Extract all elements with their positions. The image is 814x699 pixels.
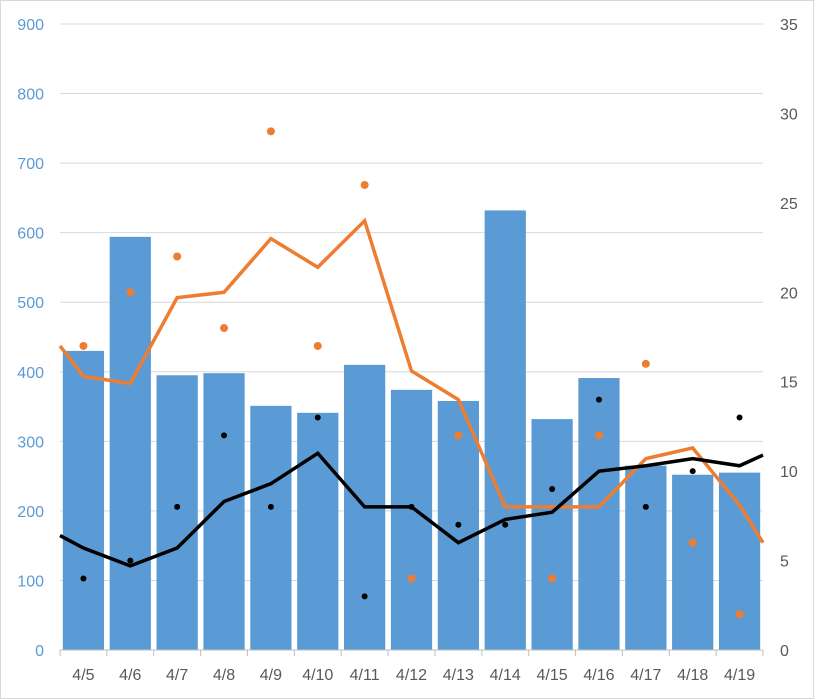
x-tick-label: 4/8 bbox=[213, 667, 235, 684]
data-point bbox=[407, 574, 416, 583]
x-tick-label: 4/13 bbox=[443, 667, 474, 684]
x-tick-label: 4/17 bbox=[630, 667, 661, 684]
y-left-tick-label: 400 bbox=[17, 365, 44, 382]
data-point bbox=[173, 252, 182, 261]
data-point bbox=[548, 574, 557, 583]
y-right-tick-label: 5 bbox=[780, 554, 789, 571]
y-left-tick-label: 100 bbox=[17, 573, 44, 590]
data-point bbox=[127, 557, 134, 564]
x-tick-label: 4/12 bbox=[396, 667, 427, 684]
y-left-tick-label: 0 bbox=[35, 643, 44, 660]
bar bbox=[484, 210, 526, 651]
series-line bbox=[58, 217, 765, 544]
scatter-series bbox=[79, 127, 744, 619]
bar-series bbox=[62, 210, 761, 651]
data-point bbox=[221, 432, 228, 439]
data-point bbox=[455, 521, 462, 528]
y-left-tick-label: 200 bbox=[17, 504, 44, 521]
bar bbox=[62, 350, 105, 650]
data-point bbox=[594, 431, 603, 440]
y-right-tick-label: 10 bbox=[780, 464, 798, 481]
data-point bbox=[314, 414, 321, 421]
x-tick-label: 4/6 bbox=[119, 667, 141, 684]
data-point bbox=[174, 503, 181, 510]
data-point bbox=[641, 359, 650, 368]
bar bbox=[297, 412, 339, 650]
y-right-tick-label: 20 bbox=[780, 285, 798, 302]
data-point bbox=[360, 180, 369, 189]
x-tick-label: 4/7 bbox=[166, 667, 188, 684]
bar bbox=[109, 236, 151, 650]
data-point bbox=[361, 593, 368, 600]
data-point bbox=[502, 521, 509, 528]
bar bbox=[156, 375, 198, 650]
data-point bbox=[266, 127, 275, 136]
y-right-tick-label: 30 bbox=[780, 106, 798, 123]
data-point bbox=[595, 396, 602, 403]
x-tick-label: 4/5 bbox=[72, 667, 94, 684]
data-point bbox=[736, 414, 743, 421]
y-left-tick-label: 700 bbox=[17, 156, 44, 173]
bar bbox=[203, 373, 245, 650]
x-tick-label: 4/19 bbox=[724, 667, 755, 684]
x-tick-label: 4/18 bbox=[677, 667, 708, 684]
axes: 4/5 4/6 4/7 4/8 4/9 4/10 4/11 4/12 4/13 4/14 4/15 4… bbox=[17, 17, 798, 684]
bar bbox=[625, 465, 667, 650]
bar bbox=[531, 419, 573, 650]
y-left-tick-label: 600 bbox=[17, 226, 44, 243]
data-point bbox=[454, 431, 463, 440]
x-tick-label: 4/10 bbox=[302, 667, 333, 684]
bar bbox=[718, 472, 761, 650]
x-tick-label: 4/14 bbox=[490, 667, 521, 684]
data-point bbox=[735, 610, 744, 619]
data-point bbox=[220, 324, 229, 333]
data-point bbox=[689, 468, 696, 475]
y-right-tick-label: 35 bbox=[780, 17, 798, 34]
x-tick-label: 4/15 bbox=[537, 667, 568, 684]
y-left-tick-label: 300 bbox=[17, 434, 44, 451]
data-point bbox=[688, 538, 697, 547]
bar bbox=[578, 378, 620, 650]
data-point bbox=[313, 341, 322, 350]
y-right-tick-label: 25 bbox=[780, 196, 798, 213]
y-right-tick-label: 0 bbox=[780, 643, 789, 660]
data-point bbox=[79, 341, 88, 350]
y-left-tick-label: 500 bbox=[17, 295, 44, 312]
x-tick-label: 4/9 bbox=[260, 667, 282, 684]
bar bbox=[250, 405, 292, 650]
data-point bbox=[267, 503, 274, 510]
bar bbox=[672, 474, 714, 650]
x-tick-label: 4/11 bbox=[350, 667, 380, 684]
y-left-tick-label: 900 bbox=[17, 17, 44, 34]
bar bbox=[390, 389, 433, 650]
data-point bbox=[642, 503, 649, 510]
data-point bbox=[549, 486, 556, 493]
data-point bbox=[408, 503, 415, 510]
data-point bbox=[80, 575, 87, 582]
x-tick-label: 4/16 bbox=[583, 667, 614, 684]
y-left-tick-label: 800 bbox=[17, 87, 44, 104]
y-right-tick-label: 15 bbox=[780, 375, 798, 392]
data-point bbox=[126, 288, 135, 297]
